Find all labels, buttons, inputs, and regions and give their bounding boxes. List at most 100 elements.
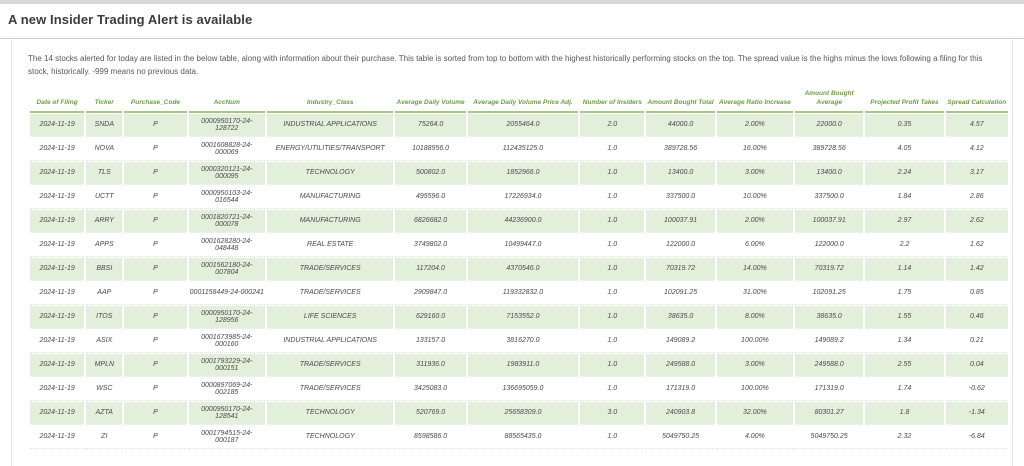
table-row: 2024-11-19ZIP0001794515-24-000187TECHNOL… <box>30 426 1008 449</box>
table-cell: 13400.0 <box>795 162 863 185</box>
table-cell: 1.0 <box>580 282 644 305</box>
table-cell: 3.00% <box>717 354 793 377</box>
table-header-row: Date of FilingTickerPurchase_CodeAccNumI… <box>30 88 1008 113</box>
table-cell: 0000950170-24-128541 <box>189 402 265 425</box>
table-cell: 122000.0 <box>795 234 863 257</box>
table-cell: 3749802.0 <box>395 234 465 257</box>
table-cell: TRADE/SERVICES <box>267 354 394 377</box>
table-cell: 3.0 <box>580 402 644 425</box>
table-row: 2024-11-19MPLNP0001793229-24-000151TRADE… <box>30 354 1008 377</box>
table-cell: 0001794515-24-000187 <box>189 426 265 449</box>
table-cell: 10188956.0 <box>395 138 465 161</box>
table-cell: 0.04 <box>946 354 1008 377</box>
table-cell: 2.00% <box>717 114 793 137</box>
table-cell: 2055464.0 <box>468 114 578 137</box>
table-cell: 100037.91 <box>795 210 863 233</box>
table-cell: 70319.72 <box>646 258 714 281</box>
page-title: A new Insider Trading Alert is available <box>8 12 252 27</box>
table-cell: SNDA <box>86 114 122 137</box>
table-cell: 44000.0 <box>646 114 714 137</box>
table-cell: 520769.0 <box>395 402 465 425</box>
table-cell: 8.00% <box>717 306 793 329</box>
table-cell: 0000897069-24-002185 <box>189 378 265 401</box>
table-cell: 102091.25 <box>795 282 863 305</box>
table-cell: 1983911.0 <box>468 354 578 377</box>
table-cell: 8598586.0 <box>395 426 465 449</box>
table-cell: 0001628280-24-048448 <box>189 234 265 257</box>
column-header: Amount Bought Average <box>795 88 863 113</box>
table-cell: 44236900.0 <box>468 210 578 233</box>
table-cell: INDUSTRIAL APPLICATIONS <box>267 330 394 353</box>
table-cell: 337500.0 <box>795 186 863 209</box>
table-body: 2024-11-19SNDAP0000950170-24-128722INDUS… <box>30 114 1008 449</box>
table-cell: P <box>124 210 186 233</box>
table-cell: TRADE/SERVICES <box>267 282 394 305</box>
table-cell: 112435125.0 <box>468 138 578 161</box>
table-row: 2024-11-19AZTAP0000950170-24-128541TECHN… <box>30 402 1008 425</box>
column-header: AccNum <box>189 88 265 113</box>
table-cell: 2.86 <box>946 186 1008 209</box>
table-cell: ENERGY/UTILITIES/TRANSPORT <box>267 138 394 161</box>
table-cell: 102091.25 <box>646 282 714 305</box>
table-cell: 2.55 <box>865 354 943 377</box>
table-cell: 38635.0 <box>795 306 863 329</box>
table-cell: 1.0 <box>580 234 644 257</box>
table-cell: 2024-11-19 <box>30 162 84 185</box>
table-cell: P <box>124 378 186 401</box>
table-cell: P <box>124 234 186 257</box>
table-cell: P <box>124 186 186 209</box>
column-header: Number of Insiders <box>580 88 644 113</box>
table-cell: P <box>124 114 186 137</box>
table-cell: ARRY <box>86 210 122 233</box>
table-cell: TECHNOLOGY <box>267 426 394 449</box>
table-cell: MPLN <box>86 354 122 377</box>
table-cell: 0001793229-24-000151 <box>189 354 265 377</box>
table-cell: 22000.0 <box>795 114 863 137</box>
column-header: Average Daily Volume <box>395 88 465 113</box>
table-cell: APPS <box>86 234 122 257</box>
table-cell: P <box>124 306 186 329</box>
table-cell: TLS <box>86 162 122 185</box>
table-cell: 1.34 <box>865 330 943 353</box>
table-cell: 1.0 <box>580 354 644 377</box>
table-cell: 0.46 <box>946 306 1008 329</box>
table-cell: 100037.91 <box>646 210 714 233</box>
table-cell: ZI <box>86 426 122 449</box>
table-cell: 0001158449-24-000241 <box>189 282 265 305</box>
table-cell: 2024-11-19 <box>30 354 84 377</box>
insider-trading-table: Date of FilingTickerPurchase_CodeAccNumI… <box>28 87 1010 450</box>
table-cell: 2024-11-19 <box>30 138 84 161</box>
table-row: 2024-11-19NOVAP0001608828-24-000069ENERG… <box>30 138 1008 161</box>
table-cell: 7153552.0 <box>468 306 578 329</box>
table-cell: 3425083.0 <box>395 378 465 401</box>
table-cell: 2.2 <box>865 234 943 257</box>
table-cell: P <box>124 282 186 305</box>
table-cell: 3.00% <box>717 162 793 185</box>
table-cell: TRADE/SERVICES <box>267 258 394 281</box>
message-body-panel: The 14 stocks alerted for today are list… <box>11 39 1013 466</box>
table-cell: 1.0 <box>580 306 644 329</box>
table-cell: 2909847.0 <box>395 282 465 305</box>
table-cell: LIFE SCIENCES <box>267 306 394 329</box>
table-cell: 1.14 <box>865 258 943 281</box>
column-header: Average Ratio Increase <box>717 88 793 113</box>
table-cell: 0000950103-24-016544 <box>189 186 265 209</box>
table-cell: P <box>124 258 186 281</box>
table-cell: 1.42 <box>946 258 1008 281</box>
table-cell: 4370546.0 <box>468 258 578 281</box>
table-cell: 88565435.0 <box>468 426 578 449</box>
table-cell: 0000950170-24-128956 <box>189 306 265 329</box>
table-cell: 4.05 <box>865 138 943 161</box>
table-cell: 2024-11-19 <box>30 234 84 257</box>
column-header: Date of Filing <box>30 88 84 113</box>
table-cell: 100.00% <box>717 378 793 401</box>
table-cell: 1.55 <box>865 306 943 329</box>
table-cell: 16.00% <box>717 138 793 161</box>
table-cell: WSC <box>86 378 122 401</box>
column-header: Average Daily Volume Price Adj. <box>468 88 578 113</box>
table-cell: 2.0 <box>580 114 644 137</box>
table-cell: 389728.56 <box>795 138 863 161</box>
table-cell: 337500.0 <box>646 186 714 209</box>
table-cell: 2024-11-19 <box>30 306 84 329</box>
table-cell: 4.12 <box>946 138 1008 161</box>
